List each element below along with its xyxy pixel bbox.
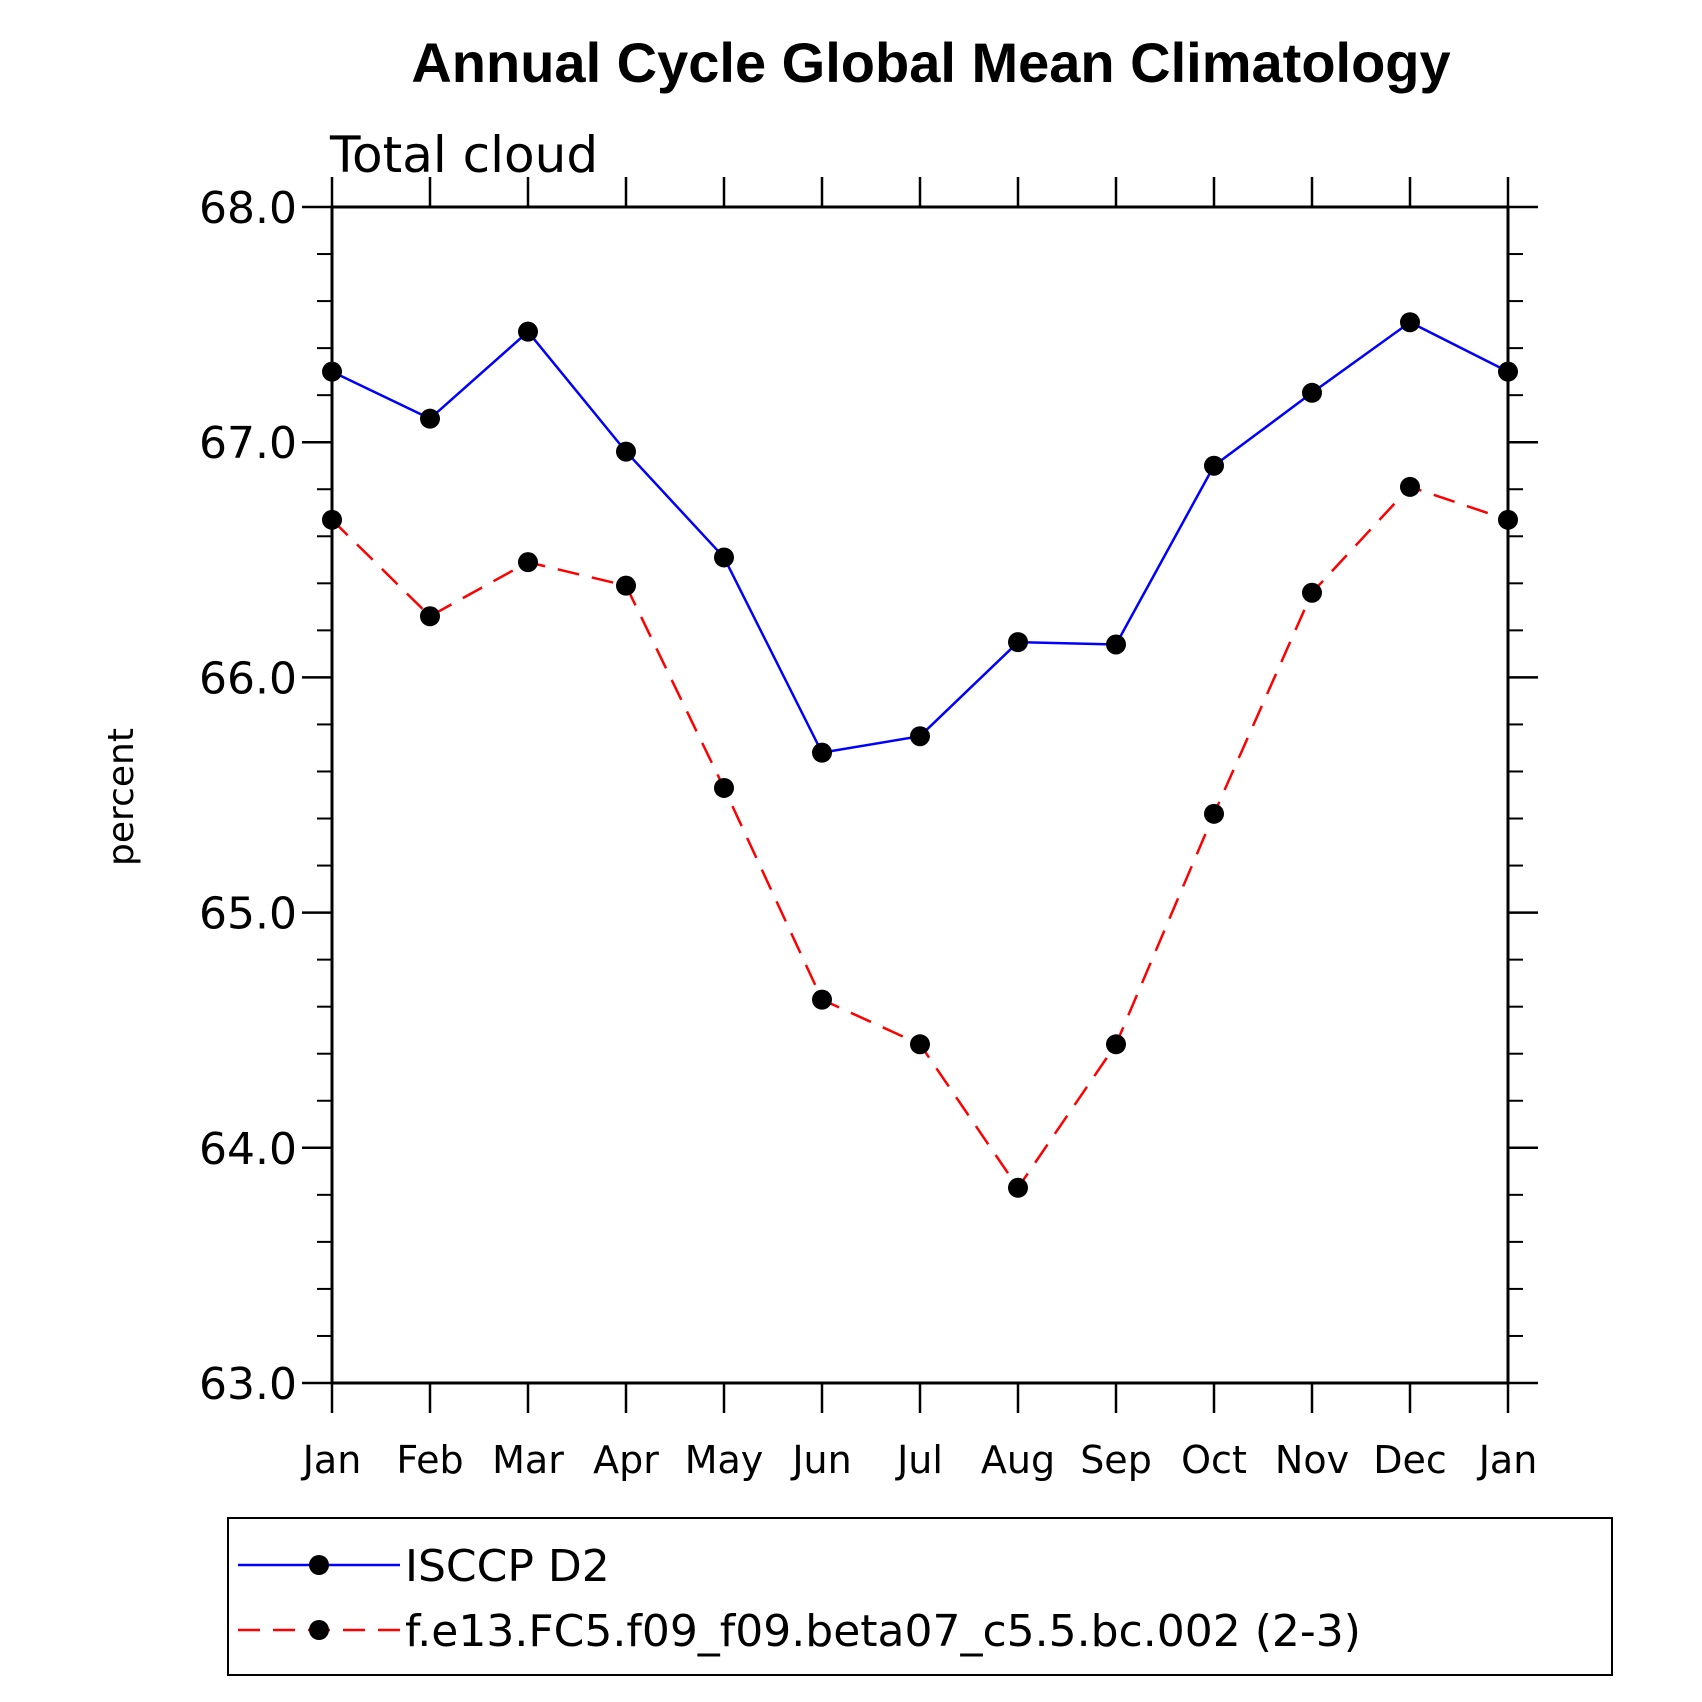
- data-point-series-1: [1204, 455, 1224, 476]
- x-tick-label: Jun: [790, 1438, 851, 1482]
- plot-frame: [330, 205, 1510, 1385]
- data-point-series-1: [812, 742, 832, 763]
- y-tick-label: 63.0: [199, 1359, 297, 1410]
- series-layer: [322, 312, 1518, 1198]
- data-point-series-2: [1400, 476, 1420, 497]
- data-point-series-1: [1106, 634, 1126, 655]
- x-tick-label: Sep: [1080, 1438, 1152, 1482]
- data-point-series-1: [616, 441, 636, 462]
- data-point-series-1: [518, 321, 538, 342]
- chart-subtitle: Total cloud: [329, 126, 598, 184]
- data-point-series-1: [1008, 632, 1028, 653]
- x-tick-label: Jul: [895, 1438, 943, 1482]
- y-tick-label: 65.0: [199, 889, 297, 940]
- y-tick-label: 66.0: [199, 653, 297, 704]
- data-point-series-2: [1106, 1034, 1126, 1055]
- x-tick-label: Apr: [593, 1438, 659, 1482]
- data-point-series-2: [1498, 509, 1518, 530]
- data-point-series-2: [910, 1034, 930, 1055]
- legend: ISCCP D2 f.e13.FC5.f09_f09.beta07_c5.5.bc…: [227, 1517, 1613, 1676]
- data-point-series-1: [1302, 382, 1322, 403]
- data-point-series-1: [420, 408, 440, 429]
- y-axis-label: percent: [101, 728, 142, 866]
- data-point-series-2: [322, 509, 342, 530]
- legend-label-1: ISCCP D2: [405, 1541, 610, 1592]
- x-tick-label: Dec: [1373, 1438, 1447, 1482]
- x-tick-label: Feb: [396, 1438, 463, 1482]
- data-point-series-2: [616, 575, 636, 596]
- axis-ticks: [302, 177, 1538, 1413]
- legend-label-2: f.e13.FC5.f09_f09.beta07_c5.5.bc.002 (2-…: [405, 1606, 1361, 1657]
- data-point-series-1: [322, 361, 342, 382]
- data-point-series-2: [420, 606, 440, 627]
- y-tick-label: 68.0: [199, 183, 297, 234]
- chart-title: Annual Cycle Global Mean Climatology: [411, 31, 1450, 94]
- data-point-series-2: [812, 989, 832, 1010]
- x-tick-label: Aug: [981, 1438, 1055, 1482]
- y-tick-label: 64.0: [199, 1124, 297, 1175]
- data-point-series-1: [910, 726, 930, 747]
- x-tick-label: Jan: [301, 1438, 362, 1482]
- legend-marker-1: [309, 1555, 329, 1575]
- data-point-series-2: [1204, 803, 1224, 824]
- data-point-series-2: [714, 777, 734, 798]
- x-tick-label: Oct: [1181, 1438, 1247, 1482]
- legend-marker-2: [309, 1620, 329, 1640]
- x-tick-labels: Jan Feb Mar Apr May Jun Jul Aug Sep Oct Nov Dec Jan: [301, 1438, 1538, 1482]
- y-tick-label: 67.0: [199, 418, 297, 469]
- data-point-series-2: [1008, 1177, 1028, 1198]
- x-tick-label: Jan: [1477, 1438, 1538, 1482]
- series-line-2: [331, 485, 1509, 1191]
- x-tick-label: May: [685, 1438, 764, 1482]
- y-tick-labels: 63.0 64.0 65.0 66.0 67.0 68.0: [199, 183, 297, 1410]
- series-line-1: [331, 320, 1509, 755]
- x-tick-label: Mar: [492, 1438, 564, 1482]
- data-point-series-2: [1302, 582, 1322, 603]
- data-point-series-1: [1400, 312, 1420, 333]
- data-point-series-1: [1498, 361, 1518, 382]
- data-point-series-1: [714, 547, 734, 568]
- x-tick-label: Nov: [1275, 1438, 1349, 1482]
- data-point-series-2: [518, 552, 538, 573]
- legend-box: [227, 1517, 1613, 1676]
